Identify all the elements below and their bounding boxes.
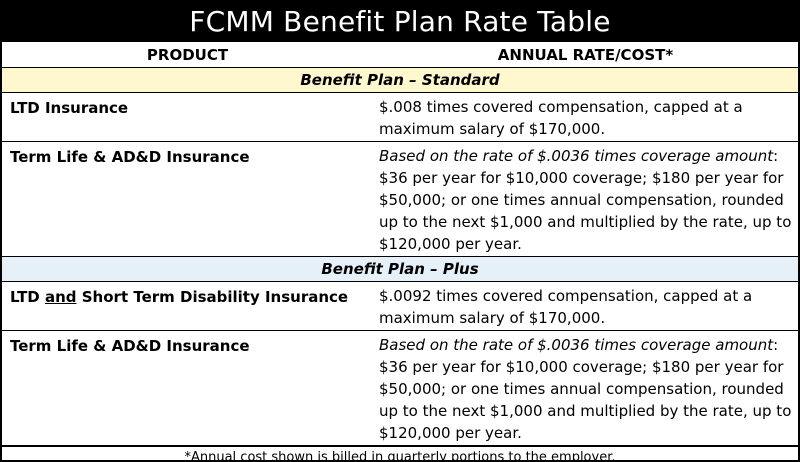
product-cell: Term Life & AD&D Insurance: [2, 141, 373, 257]
rate-table: PRODUCT ANNUAL RATE/COST* Benefit Plan –…: [2, 42, 798, 446]
section-label-plus: Benefit Plan – Plus: [2, 256, 798, 282]
product-prefix: LTD: [10, 288, 45, 306]
column-header-product: PRODUCT: [2, 42, 373, 68]
rate-cell: Based on the rate of $.0036 times covera…: [373, 330, 798, 446]
column-header-rate: ANNUAL RATE/COST*: [373, 42, 798, 68]
footnote: *Annual cost shown is billed in quarterl…: [2, 446, 798, 460]
rate-cell: $.0092 times covered compensation, cappe…: [373, 281, 798, 331]
rate-cell: Based on the rate of $.0036 times covera…: [373, 141, 798, 257]
product-cell: LTD and Short Term Disability Insurance: [2, 281, 373, 331]
product-cell: LTD Insurance: [2, 92, 373, 142]
product-cell: Term Life & AD&D Insurance: [2, 330, 373, 446]
table-row: Term Life & AD&D Insurance Based on the …: [2, 141, 798, 257]
table-row: Term Life & AD&D Insurance Based on the …: [2, 330, 798, 446]
product-suffix: Short Term Disability Insurance: [76, 288, 349, 306]
rate-text: : $36 per year for $10,000 coverage; $18…: [379, 147, 792, 253]
rate-italic-lead: Based on the rate of $.0036 times covera…: [379, 336, 774, 354]
rate-cell: $.008 times covered compensation, capped…: [373, 92, 798, 142]
product-underlined-word: and: [44, 288, 77, 306]
table-row: LTD Insurance $.008 times covered compen…: [2, 92, 798, 142]
section-label-standard: Benefit Plan – Standard: [2, 67, 798, 93]
section-header-standard: Benefit Plan – Standard: [2, 67, 798, 93]
table-row: LTD and Short Term Disability Insurance …: [2, 281, 798, 331]
section-header-plus: Benefit Plan – Plus: [2, 256, 798, 282]
rate-italic-lead: Based on the rate of $.0036 times covera…: [379, 147, 774, 165]
page-title: FCMM Benefit Plan Rate Table: [2, 2, 798, 42]
column-header-row: PRODUCT ANNUAL RATE/COST*: [2, 42, 798, 68]
rate-text: : $36 per year for $10,000 coverage; $18…: [379, 336, 792, 442]
